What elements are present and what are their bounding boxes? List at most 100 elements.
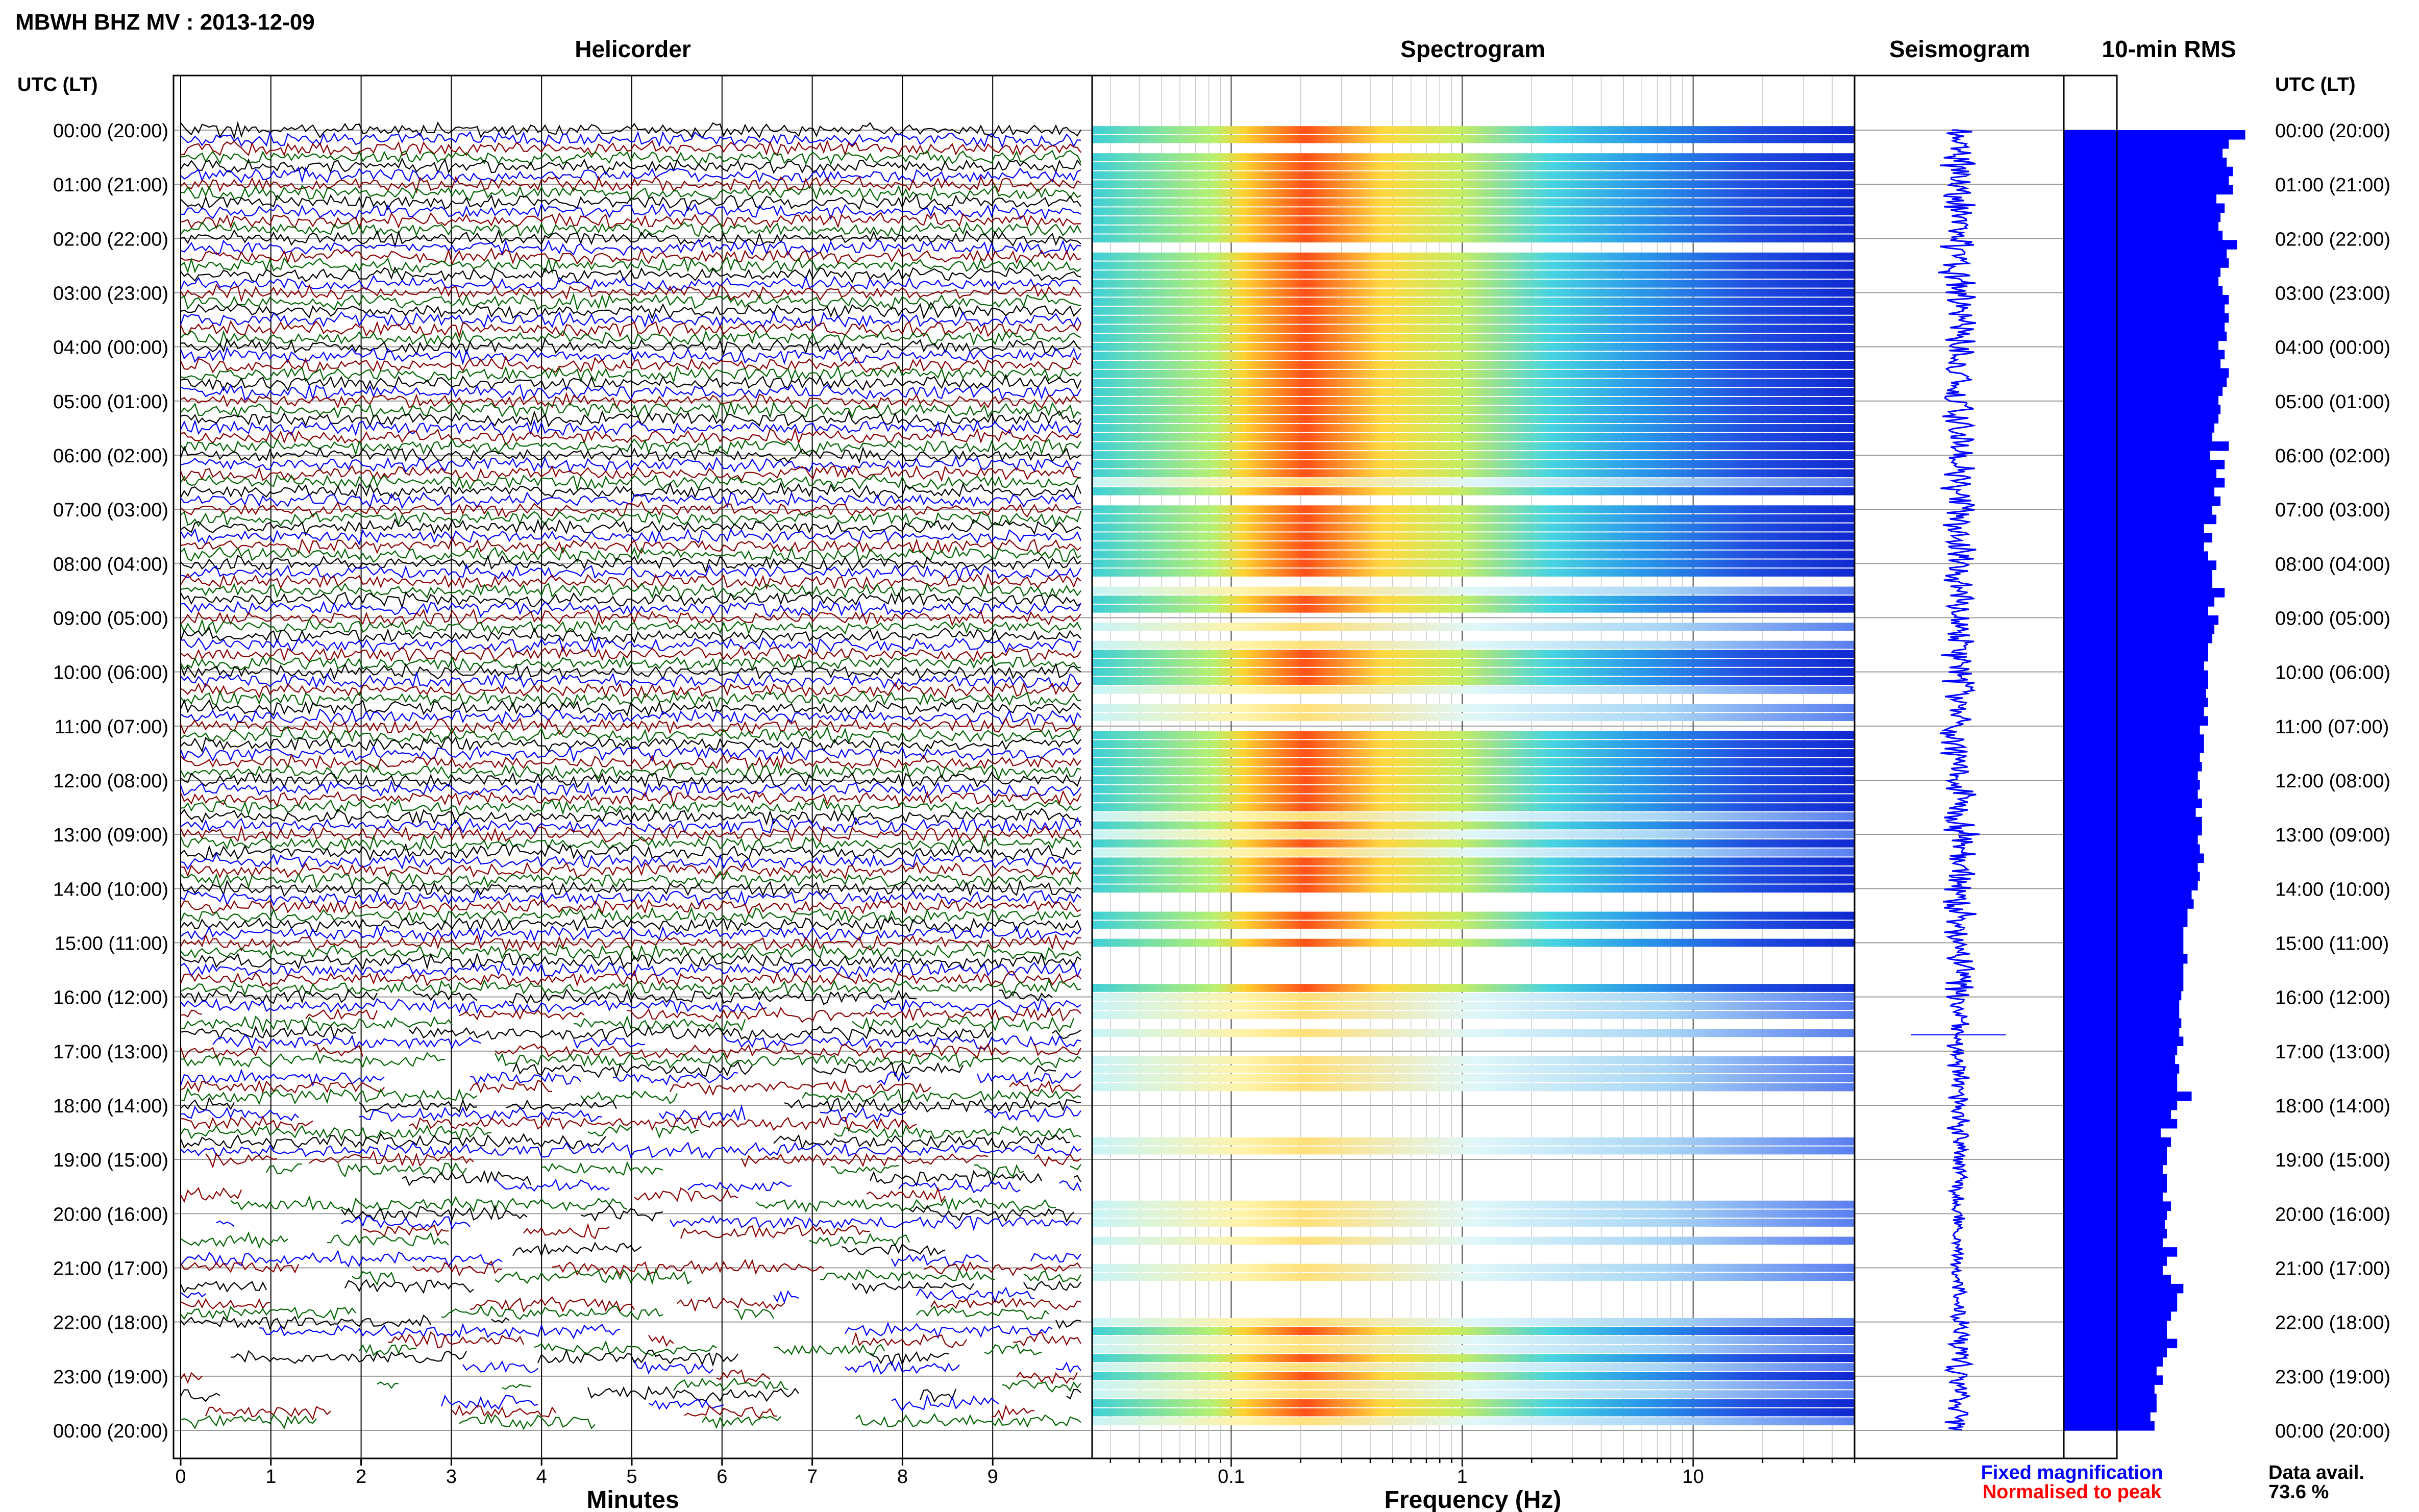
helicorder-trace	[180, 1025, 1081, 1042]
rms-bar	[2064, 679, 2208, 689]
rms-bar	[2064, 1082, 2178, 1092]
rms-bar	[2064, 1009, 2180, 1019]
time-label-right: 20:00 (16:00)	[2275, 1204, 2390, 1225]
rms-bar	[2064, 395, 2218, 405]
rms-bar	[2064, 1412, 2151, 1422]
rms-bar	[2064, 359, 2221, 369]
rms-bar	[2064, 1256, 2167, 1266]
helicorder-trace	[377, 1377, 1081, 1393]
rms-bar	[2064, 514, 2216, 525]
spectrogram-row	[1092, 984, 1855, 992]
rms-bar	[2064, 872, 2200, 881]
helicorder-trace	[180, 825, 1081, 844]
helicorder-trace	[180, 717, 1081, 735]
time-label-right: 16:00 (12:00)	[2275, 987, 2390, 1009]
helicorder-trace	[180, 131, 1081, 149]
rms-bar	[2064, 524, 2204, 534]
rms-bar	[2064, 606, 2208, 616]
minute-tick-label: 6	[717, 1466, 727, 1488]
rms-bar	[2064, 368, 2229, 378]
rms-bar	[2064, 560, 2216, 570]
helicorder-trace	[180, 510, 1082, 527]
rms-bar	[2064, 166, 2233, 177]
rms-bar	[2064, 1329, 2167, 1340]
time-label-right: 02:00 (22:00)	[2275, 229, 2390, 250]
helicorder-panel	[180, 120, 1082, 1430]
spectrogram-row	[1092, 848, 1855, 857]
helicorder-trace	[180, 988, 1053, 1005]
spectrogram-row	[1092, 261, 1855, 270]
spectrogram-row	[1092, 921, 1855, 929]
helicorder-trace	[180, 1132, 1071, 1150]
rms-bar	[2064, 304, 2225, 314]
helicorder-trace	[341, 1204, 1074, 1223]
rms-bar	[2064, 240, 2237, 250]
helicorder-trace	[359, 1340, 1042, 1357]
spectrogram-row	[1092, 442, 1855, 451]
rms-bar	[2064, 624, 2214, 634]
helicorder-trace	[180, 383, 1081, 402]
spectrogram-row	[1092, 207, 1855, 216]
rms-bar	[2064, 1210, 2167, 1220]
rms-bar	[2064, 753, 2200, 762]
helicorder-trace	[180, 1069, 1081, 1087]
rms-bar	[2064, 542, 2204, 552]
spectrogram-panel	[1092, 126, 1855, 1426]
minute-tick-label: 5	[626, 1466, 637, 1488]
time-label-left: 13:00 (09:00)	[53, 825, 168, 846]
rms-bar	[2064, 1421, 2155, 1431]
rms-bar	[2064, 331, 2227, 341]
spectrogram-row	[1092, 749, 1855, 757]
frequency-tick-label: 10	[1683, 1466, 1704, 1488]
rms-bar	[2064, 1155, 2167, 1166]
minute-tick-label: 8	[897, 1466, 908, 1488]
helicorder-trace	[180, 1043, 1081, 1060]
spectrogram-row	[1092, 1011, 1855, 1019]
spectrogram-row	[1092, 758, 1855, 766]
spectrogram-row	[1092, 713, 1855, 721]
time-label-right: 01:00 (21:00)	[2275, 175, 2390, 196]
spectrogram-row	[1092, 659, 1855, 667]
spectrogram-row	[1092, 1146, 1855, 1155]
spectrogram-row	[1092, 1056, 1855, 1064]
helicorder-trace	[212, 1034, 1081, 1051]
helicorder-trace	[180, 789, 1081, 808]
rms-bar	[2064, 1384, 2155, 1394]
rms-bar	[2064, 1000, 2180, 1010]
rms-bar	[2064, 816, 2202, 827]
rms-bar	[2064, 157, 2227, 167]
helicorder-trace	[180, 256, 1081, 275]
plot-title: MBWH BHZ MV : 2013-12-09	[15, 10, 315, 35]
helicorder-trace	[180, 1279, 1081, 1295]
rms-bar	[2064, 945, 2184, 955]
rms-bar	[2064, 597, 2214, 607]
minutes-axis-title: Minutes	[586, 1486, 679, 1512]
helicorder-trace	[180, 1296, 1081, 1313]
helicorder-trace	[205, 1404, 1035, 1421]
rms-bar	[2064, 762, 2202, 772]
helicorder-trace	[180, 726, 1081, 744]
helicorder-trace	[180, 798, 1081, 816]
helicorder-trace	[440, 1394, 999, 1412]
helicorder-trace	[180, 1314, 1081, 1330]
rms-bar	[2064, 496, 2221, 506]
spectrogram-row	[1092, 1200, 1855, 1209]
rms-bar	[2064, 1302, 2178, 1312]
rms-bar	[2064, 405, 2221, 414]
helicorder-trace	[180, 221, 1081, 238]
rms-bar	[2064, 313, 2229, 323]
helicorder-trace	[180, 455, 1081, 474]
spectrogram-row	[1092, 135, 1855, 143]
frequency-axis-title: Frequency (Hz)	[1385, 1486, 1562, 1512]
time-label-right: 15:00 (11:00)	[2275, 933, 2389, 955]
rms-bar	[2064, 698, 2208, 708]
time-label-left: 00:00 (20:00)	[53, 1421, 168, 1442]
spectrogram-row	[1092, 1002, 1855, 1010]
rms-bar	[2064, 981, 2184, 992]
helicorder-trace	[180, 491, 1081, 509]
data-availability-value: 73.6 %	[2268, 1481, 2329, 1503]
helicorder-trace	[180, 193, 1081, 212]
helicorder-trace	[180, 1096, 1081, 1113]
rms-bar	[2064, 221, 2218, 231]
helicorder-trace	[402, 1170, 1081, 1187]
